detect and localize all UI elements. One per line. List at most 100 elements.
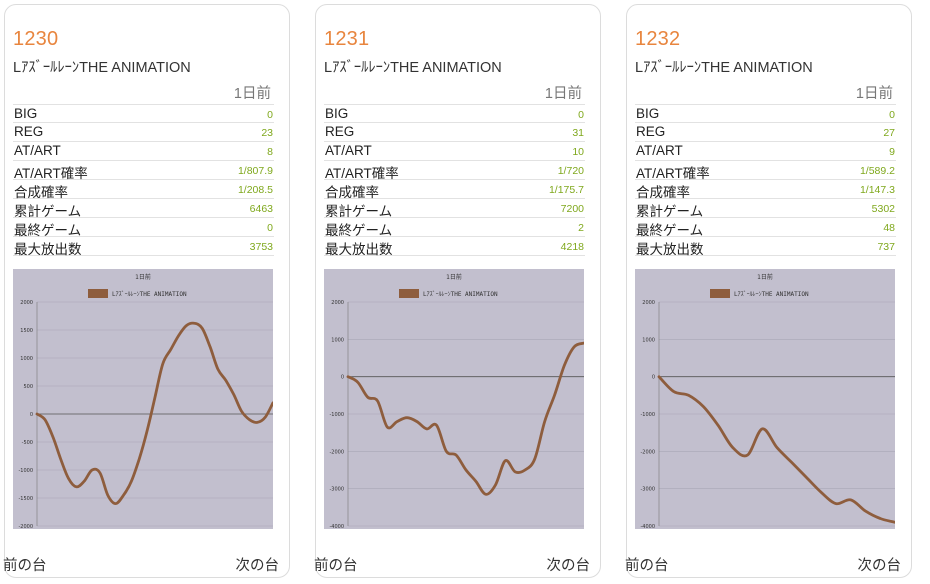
- y-tick-label: 1000: [20, 356, 33, 362]
- y-tick-label: 500: [23, 384, 33, 390]
- machine-model-name: LｱｽﾞｰﾙﾚｰﾝTHE ANIMATION: [324, 60, 502, 76]
- stat-value: 1/589.2: [859, 165, 895, 177]
- legend-label: LｱｽﾞｰﾙﾚｰﾝTHE ANIMATION: [734, 291, 809, 298]
- stat-value: 4218: [560, 241, 584, 253]
- stat-value: 0: [889, 109, 895, 121]
- legend-label: LｱｽﾞｰﾙﾚｰﾝTHE ANIMATION: [423, 291, 498, 298]
- stat-row-at-art-rate: AT/ART確率 1/720: [324, 161, 585, 181]
- stat-row-max-payout: 最大放出数 737: [635, 237, 896, 257]
- stat-row-reg: REG 23: [13, 123, 274, 142]
- stat-row-total-games: 累計ゲーム 5302: [635, 199, 896, 219]
- y-tick-label: 1000: [642, 337, 655, 343]
- day-label: 1日前: [233, 86, 271, 102]
- stat-label: BIG: [14, 106, 38, 121]
- stat-label: AT/ART確率: [325, 166, 399, 181]
- stat-row-big: BIG 0: [13, 104, 274, 123]
- stat-value: 0: [578, 109, 584, 121]
- stat-value: 31: [572, 127, 584, 139]
- legend-swatch: [88, 289, 108, 298]
- payout-chart: 1日前 LｱｽﾞｰﾙﾚｰﾝTHE ANIMATION 2000 1000 0 -1000 -…: [635, 269, 895, 529]
- stat-label: 最終ゲーム: [325, 223, 393, 238]
- stat-label: 最大放出数: [14, 242, 82, 257]
- stat-value: 5302: [871, 203, 895, 215]
- stat-row-combined-rate: 合成確率 1/147.3: [635, 180, 896, 200]
- next-machine-link[interactable]: 次の台: [235, 558, 280, 574]
- machine-number[interactable]: 1230: [13, 28, 59, 50]
- stat-value: 1/208.5: [237, 184, 273, 196]
- stat-row-combined-rate: 合成確率 1/175.7: [324, 180, 585, 200]
- stat-label: 合成確率: [325, 185, 379, 200]
- chart-title: 1日前: [135, 273, 151, 281]
- stat-label: REG: [636, 124, 666, 139]
- stat-label: AT/ART確率: [14, 166, 88, 181]
- stat-row-big: BIG 0: [324, 104, 585, 123]
- legend-label: LｱｽﾞｰﾙﾚｰﾝTHE ANIMATION: [112, 291, 187, 298]
- stat-value: 737: [877, 241, 895, 253]
- stat-label: 合成確率: [636, 185, 690, 200]
- y-tick-label: -2000: [18, 524, 33, 529]
- y-tick-label: -4000: [329, 524, 344, 529]
- stat-value: 10: [572, 146, 584, 158]
- legend-swatch: [399, 289, 419, 298]
- stat-value: 1/175.7: [548, 184, 584, 196]
- stat-value: 8: [267, 146, 273, 158]
- stat-row-last-games: 最終ゲーム 0: [13, 218, 274, 238]
- stat-value: 48: [883, 222, 895, 234]
- y-tick-label: 2000: [642, 300, 655, 306]
- chart-svg: 1日前 LｱｽﾞｰﾙﾚｰﾝTHE ANIMATION 2000 1000 0 -1000 -…: [640, 273, 895, 529]
- next-machine-link[interactable]: 次の台: [857, 558, 902, 574]
- stat-row-reg: REG 31: [324, 123, 585, 142]
- stat-row-combined-rate: 合成確率 1/208.5: [13, 180, 274, 200]
- payout-chart: 1日前 LｱｽﾞｰﾙﾚｰﾝTHE ANIMATION 2000 1000 0 -1000 -…: [324, 269, 584, 529]
- stats-table: BIG 0 REG 23 AT/ART 8 AT/ART確率 1/807.9 合成確率 1…: [13, 104, 274, 257]
- stat-row-last-games: 最終ゲーム 48: [635, 218, 896, 238]
- y-tick-label: -1000: [18, 468, 33, 474]
- stat-label: AT/ART: [14, 143, 61, 158]
- chart-title: 1日前: [757, 273, 773, 281]
- stat-value: 1/147.3: [859, 184, 895, 196]
- stat-value: 9: [889, 146, 895, 158]
- stat-label: 合成確率: [14, 185, 68, 200]
- stat-value: 6463: [249, 203, 273, 215]
- machine-number[interactable]: 1231: [324, 28, 370, 50]
- stat-value: 23: [261, 127, 273, 139]
- stat-label: 最終ゲーム: [636, 223, 704, 238]
- stat-label: 累計ゲーム: [636, 204, 704, 219]
- stat-row-max-payout: 最大放出数 4218: [324, 237, 585, 257]
- stat-label: 最終ゲーム: [14, 223, 82, 238]
- stat-label: 最大放出数: [636, 242, 704, 257]
- machine-card: 1231 LｱｽﾞｰﾙﾚｰﾝTHE ANIMATION 1日前 BIG 0 REG…: [314, 4, 601, 578]
- day-label: 1日前: [855, 86, 893, 102]
- chart-svg: 1日前 LｱｽﾞｰﾙﾚｰﾝTHE ANIMATION 2000 1500 1000 500…: [18, 273, 273, 529]
- stat-label: AT/ART: [325, 143, 372, 158]
- stat-label: BIG: [325, 106, 349, 121]
- prev-machine-link[interactable]: 前の台: [3, 558, 47, 574]
- y-tick-label: -3000: [329, 487, 344, 493]
- next-machine-link[interactable]: 次の台: [546, 558, 591, 574]
- y-tick-label: -2000: [640, 449, 655, 455]
- stat-row-reg: REG 27: [635, 123, 896, 142]
- chart-svg: 1日前 LｱｽﾞｰﾙﾚｰﾝTHE ANIMATION 2000 1000 0 -1000 -…: [329, 273, 584, 529]
- machine-number[interactable]: 1232: [635, 28, 681, 50]
- series-line: [657, 375, 895, 524]
- stats-table: BIG 0 REG 27 AT/ART 9 AT/ART確率 1/589.2 合成確率 1…: [635, 104, 896, 257]
- y-tick-label: -1000: [640, 412, 655, 418]
- y-tick-label: -1500: [18, 496, 33, 502]
- prev-machine-link[interactable]: 前の台: [314, 558, 358, 574]
- stat-label: REG: [325, 124, 355, 139]
- series-line: [346, 341, 584, 496]
- stat-row-last-games: 最終ゲーム 2: [324, 218, 585, 238]
- stat-value: 0: [267, 222, 273, 234]
- machine-card: 1232 LｱｽﾞｰﾙﾚｰﾝTHE ANIMATION 1日前 BIG 0 REG…: [625, 4, 912, 578]
- y-tick-label: -3000: [640, 487, 655, 493]
- y-tick-label: 0: [30, 412, 33, 418]
- machine-model-name: LｱｽﾞｰﾙﾚｰﾝTHE ANIMATION: [13, 60, 191, 76]
- prev-machine-link[interactable]: 前の台: [625, 558, 669, 574]
- y-tick-label: -4000: [640, 524, 655, 529]
- y-tick-label: -1000: [329, 412, 344, 418]
- machine-card: 1230 LｱｽﾞｰﾙﾚｰﾝTHE ANIMATION 1日前 BIG 0 REG…: [3, 4, 290, 578]
- stat-value: 3753: [249, 241, 273, 253]
- machine-model-name: LｱｽﾞｰﾙﾚｰﾝTHE ANIMATION: [635, 60, 813, 76]
- stat-row-big: BIG 0: [635, 104, 896, 123]
